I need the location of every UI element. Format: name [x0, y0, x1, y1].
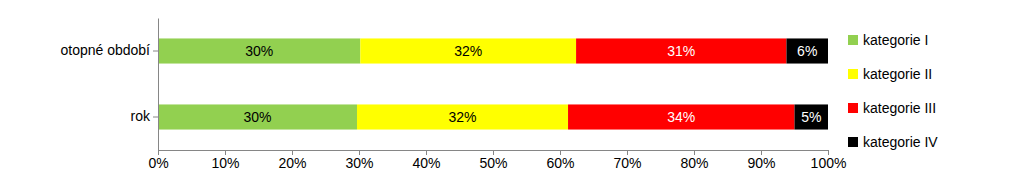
x-tick: 50%	[479, 150, 507, 171]
legend: kategorie I kategorie II kategorie III kate…	[848, 32, 938, 150]
x-tick-label: 100%	[811, 155, 847, 171]
legend-label: kategorie II	[863, 66, 932, 82]
x-tick-label: 0%	[148, 155, 168, 171]
bar	[795, 104, 829, 129]
data-label: 6%	[797, 43, 817, 59]
bars	[158, 38, 828, 129]
data-label: 5%	[801, 109, 821, 125]
bar	[568, 104, 794, 129]
x-tick: 60%	[546, 150, 574, 171]
x-tick: 70%	[613, 150, 641, 171]
data-label: 32%	[448, 109, 476, 125]
x-tick-label: 50%	[479, 155, 507, 171]
x-tick-label: 20%	[278, 155, 306, 171]
y-tick-label: otopné období	[60, 42, 150, 58]
x-tick: 40%	[412, 150, 440, 171]
bar	[158, 104, 357, 129]
x-tick-label: 40%	[412, 155, 440, 171]
x-tick-label: 10%	[211, 155, 239, 171]
bar	[576, 38, 786, 63]
legend-label: kategorie III	[863, 100, 936, 116]
legend-label: kategorie IV	[863, 134, 938, 150]
data-label: 30%	[243, 109, 271, 125]
y-tick-label: rok	[131, 108, 151, 124]
legend-label: kategorie I	[863, 32, 928, 48]
x-tick-label: 30%	[345, 155, 373, 171]
data-label: 34%	[667, 109, 695, 125]
x-tick: 90%	[747, 150, 775, 171]
x-tick: 10%	[211, 150, 239, 171]
x-tick: 100%	[811, 150, 847, 171]
x-tick-label: 80%	[680, 155, 708, 171]
data-label: 30%	[245, 43, 273, 59]
y-tick: otopné období	[60, 42, 158, 58]
bar	[786, 38, 828, 63]
data-labels: 30% 32% 31% 6% 30% 32% 34% 5%	[243, 43, 821, 125]
bar	[357, 104, 568, 129]
legend-swatch	[848, 69, 858, 79]
bar	[360, 38, 576, 63]
legend-swatch	[848, 137, 858, 147]
x-tick-label: 70%	[613, 155, 641, 171]
y-tick-mark	[153, 51, 158, 52]
x-axis: 0% 10% 20% 30% 40% 50% 60% 70% 80% 90% 100%	[148, 150, 846, 171]
x-tick: 0%	[148, 150, 168, 171]
data-label: 32%	[454, 43, 482, 59]
y-tick-mark	[153, 117, 158, 118]
y-axis: otopné období rok	[60, 19, 158, 151]
y-axis-line	[158, 19, 159, 151]
bar	[158, 38, 360, 63]
x-tick-label: 90%	[747, 155, 775, 171]
x-tick: 20%	[278, 150, 306, 171]
chart: 30% 32% 31% 6% 30% 32% 34% 5% 0% 10% 20% 30% 40% 50% 6…	[0, 0, 1024, 189]
x-tick-label: 60%	[546, 155, 574, 171]
y-tick: rok	[131, 108, 158, 124]
data-label: 31%	[667, 43, 695, 59]
legend-swatch	[848, 35, 858, 45]
x-tick: 30%	[345, 150, 373, 171]
x-tick: 80%	[680, 150, 708, 171]
legend-swatch	[848, 103, 858, 113]
